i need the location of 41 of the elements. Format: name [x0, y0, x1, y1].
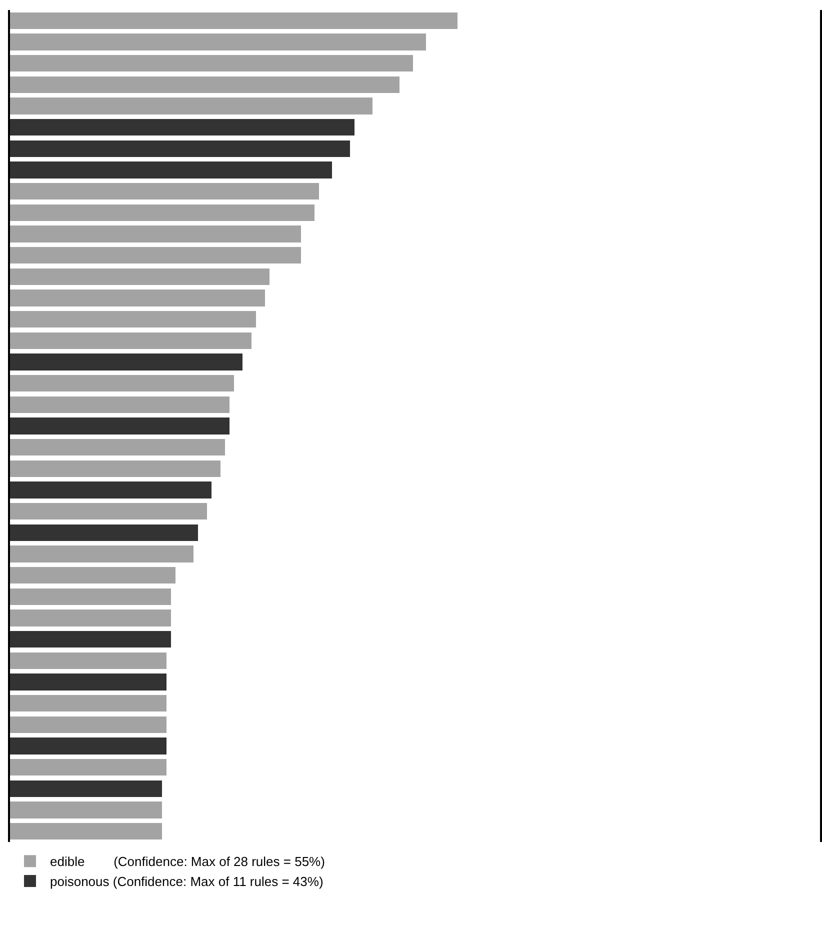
- bar: [10, 12, 458, 29]
- bar: [10, 396, 230, 413]
- bar: [10, 780, 162, 797]
- bar: [10, 204, 314, 221]
- bar: [10, 183, 319, 200]
- bar: [10, 738, 167, 754]
- bar: [10, 247, 301, 264]
- bar: [10, 140, 350, 157]
- legend-label: poisonous (Confidence: Max of 11 rules = 43%): [50, 874, 324, 890]
- bar: [10, 695, 167, 712]
- bar: [10, 34, 426, 50]
- bar: [10, 503, 207, 520]
- bar: [10, 823, 162, 840]
- bar: [10, 311, 256, 328]
- bar: [10, 226, 301, 242]
- bar: [10, 439, 225, 456]
- bar: [10, 268, 270, 285]
- bar: [10, 375, 234, 392]
- bar: [10, 332, 252, 349]
- bar: [10, 55, 413, 72]
- bar: [10, 631, 172, 648]
- bar: [10, 759, 167, 776]
- bar: [10, 546, 194, 562]
- bar: [10, 610, 172, 626]
- bar: [10, 418, 230, 434]
- bar: [10, 652, 167, 669]
- bar: [10, 290, 266, 306]
- bar: [10, 588, 172, 605]
- bar: [10, 119, 355, 136]
- bar: [10, 162, 332, 178]
- bar: [10, 716, 167, 733]
- bar: [10, 567, 176, 584]
- bar: [10, 674, 167, 690]
- bar: [10, 482, 212, 498]
- bar: [10, 76, 400, 93]
- bar: [10, 354, 243, 370]
- bar: [10, 98, 372, 114]
- bar: [10, 460, 220, 477]
- bar: [10, 802, 162, 818]
- bar: [10, 524, 198, 541]
- legend-label: edible (Confidence: Max of 28 rules = 55%): [50, 854, 325, 870]
